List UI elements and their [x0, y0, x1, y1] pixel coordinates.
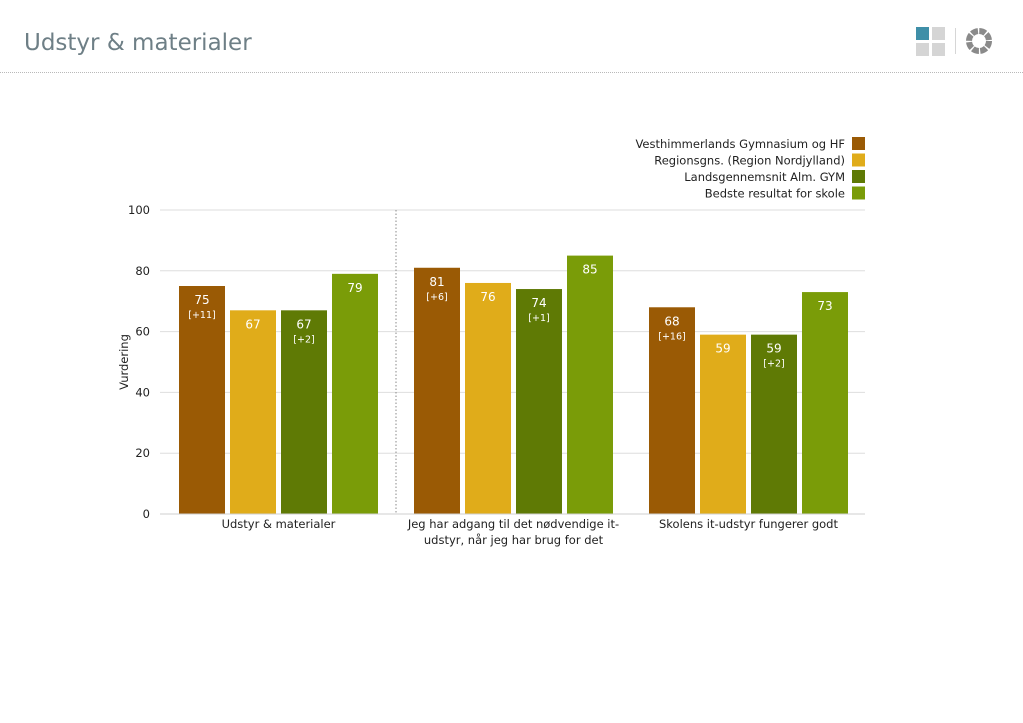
data-label: 59 — [715, 342, 730, 356]
bar — [465, 282, 511, 514]
y-tick-label: 20 — [135, 446, 150, 460]
data-label: 74 — [531, 296, 546, 310]
y-tick-label: 0 — [143, 507, 150, 521]
legend-swatch — [852, 137, 865, 150]
x-tick-label: udstyr, når jeg har brug for det — [424, 533, 604, 547]
bar — [230, 310, 276, 514]
x-tick-label: Skolens it-udstyr fungerer godt — [659, 517, 838, 531]
data-label: 81 — [429, 275, 444, 289]
bar — [281, 310, 327, 514]
diff-label: [+2] — [293, 334, 314, 345]
grid-square-accent — [916, 27, 929, 40]
dashboard-grid-icon[interactable] — [916, 27, 946, 57]
data-label: 68 — [664, 314, 679, 328]
header-divider-line — [0, 72, 1023, 73]
legend-label: Bedste resultat for skole — [705, 187, 845, 201]
bar — [567, 255, 613, 514]
diff-label: [+11] — [188, 310, 215, 321]
diff-label: [+2] — [763, 359, 784, 370]
data-label: 79 — [347, 281, 362, 295]
legend-swatch — [852, 153, 865, 167]
legend-swatch — [852, 186, 865, 200]
ring-chart-icon[interactable] — [964, 26, 994, 56]
bar — [516, 289, 562, 514]
grid-square — [916, 43, 929, 56]
legend-swatch — [852, 170, 865, 183]
legend-label: Landsgennemsnit Alm. GYM — [684, 170, 845, 184]
bar — [700, 334, 746, 514]
y-tick-label: 40 — [135, 385, 150, 399]
x-tick-label: Jeg har adgang til det nødvendige it- — [407, 517, 619, 531]
diff-label: [+1] — [528, 313, 549, 324]
diff-label: [+6] — [426, 292, 447, 303]
legend-label: Regionsgns. (Region Nordjylland) — [654, 154, 845, 168]
data-label: 75 — [194, 293, 209, 307]
bar — [414, 267, 460, 514]
data-label: 76 — [480, 290, 495, 304]
data-label: 67 — [245, 317, 260, 331]
bar — [179, 286, 225, 514]
grid-square — [932, 27, 945, 40]
page-title: Udstyr & materialer — [24, 30, 252, 56]
y-tick-label: 60 — [135, 325, 150, 339]
grid-square — [932, 43, 945, 56]
diff-label: [+16] — [658, 331, 685, 342]
bar — [751, 334, 797, 514]
y-tick-label: 100 — [128, 203, 150, 217]
y-axis-label: Vurdering — [117, 334, 131, 390]
x-tick-label: Udstyr & materialer — [222, 517, 336, 531]
bar — [649, 307, 695, 514]
legend-label: Vesthimmerlands Gymnasium og HF — [635, 137, 845, 151]
data-label: 59 — [766, 342, 781, 356]
y-tick-label: 80 — [135, 264, 150, 278]
header-divider — [955, 28, 956, 54]
bar — [802, 292, 848, 514]
data-label: 85 — [582, 263, 597, 277]
bar — [332, 273, 378, 514]
data-label: 67 — [296, 317, 311, 331]
data-label: 73 — [817, 299, 832, 313]
